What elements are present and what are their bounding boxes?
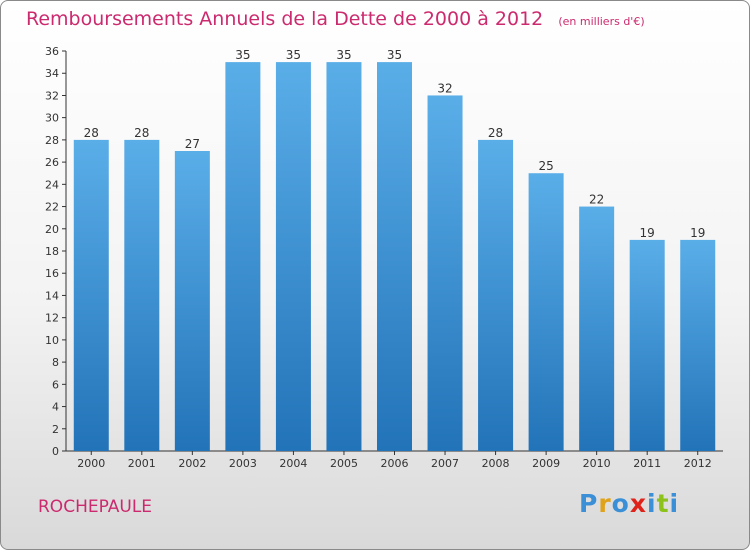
chart-unit: (en milliers d'€): [558, 15, 645, 28]
data-label: 22: [589, 193, 604, 207]
y-tick-label: 20: [45, 223, 59, 236]
logo-letter: r: [598, 489, 612, 518]
bar: [377, 62, 412, 451]
y-tick-label: 22: [45, 201, 59, 214]
bar: [680, 239, 716, 451]
y-tick-label: 18: [45, 245, 59, 258]
bar: [326, 62, 362, 451]
data-label: 27: [185, 137, 200, 151]
x-tick-label: 2011: [633, 457, 661, 470]
logo-letter: i: [669, 489, 680, 518]
x-tick-label: 2009: [532, 457, 560, 470]
bars: [73, 62, 716, 451]
y-tick-label: 34: [45, 67, 59, 80]
data-label: 28: [84, 126, 99, 140]
data-label: 28: [134, 126, 149, 140]
bar: [73, 139, 109, 451]
logo-letter: t: [656, 489, 670, 518]
data-label: 35: [286, 48, 301, 62]
bar: [275, 62, 311, 451]
proxiti-logo: Proxiti: [579, 489, 679, 518]
data-label: 19: [640, 226, 655, 240]
y-tick-label: 14: [45, 289, 59, 302]
y-tick-label: 4: [52, 401, 59, 414]
x-tick-label: 2000: [77, 457, 105, 470]
logo-letter: i: [647, 489, 657, 518]
y-tick-label: 30: [45, 112, 59, 125]
y-tick-label: 8: [52, 356, 59, 369]
data-label: 19: [690, 226, 705, 240]
data-labels: 28 28 27 35 35 35 35 32 28 25 22 19 19: [84, 48, 706, 240]
y-tick-label: 12: [45, 312, 59, 325]
x-tick-label: 2006: [381, 457, 409, 470]
x-tick-label: 2007: [431, 457, 459, 470]
x-tick-label: 2005: [330, 457, 358, 470]
y-tick-label: 32: [45, 89, 59, 102]
x-tick-label: 2004: [279, 457, 307, 470]
logo-letter: x: [629, 489, 647, 518]
y-tick-label: 2: [52, 423, 59, 436]
logo-letter: P: [579, 489, 599, 518]
y-tick-label: 26: [45, 156, 59, 169]
x-tick-label: 2002: [178, 457, 206, 470]
bar: [427, 95, 463, 451]
data-label: 32: [437, 81, 452, 95]
bar: [124, 139, 160, 451]
x-tick-label: 2010: [583, 457, 611, 470]
x-tick-label: 2003: [229, 457, 257, 470]
data-label: 28: [488, 126, 503, 140]
logo-letter: o: [611, 489, 630, 518]
y-tick-label: 36: [45, 45, 59, 58]
bar: [528, 173, 564, 451]
y-tick-label: 28: [45, 134, 59, 147]
title-row: Remboursements Annuels de la Dette de 20…: [26, 8, 645, 30]
x-tick-label: 2008: [482, 457, 510, 470]
bar: [579, 206, 615, 451]
data-label: 25: [538, 159, 553, 173]
x-tick-label: 2012: [684, 457, 712, 470]
x-tick-label: 2001: [128, 457, 156, 470]
y-tick-label: 24: [45, 178, 59, 191]
data-label: 35: [235, 48, 250, 62]
chart-title: Remboursements Annuels de la Dette de 20…: [26, 8, 544, 30]
bar: [225, 62, 261, 451]
y-tick-label: 16: [45, 267, 59, 280]
bar: [174, 151, 210, 451]
y-tick-label: 0: [52, 445, 59, 458]
y-tick-label: 10: [45, 334, 59, 347]
y-tick-label: 6: [52, 378, 59, 391]
place-name: ROCHEPAULE: [38, 497, 153, 517]
data-label: 35: [387, 48, 402, 62]
bar: [478, 139, 514, 451]
bar: [629, 239, 665, 451]
data-label: 35: [336, 48, 351, 62]
